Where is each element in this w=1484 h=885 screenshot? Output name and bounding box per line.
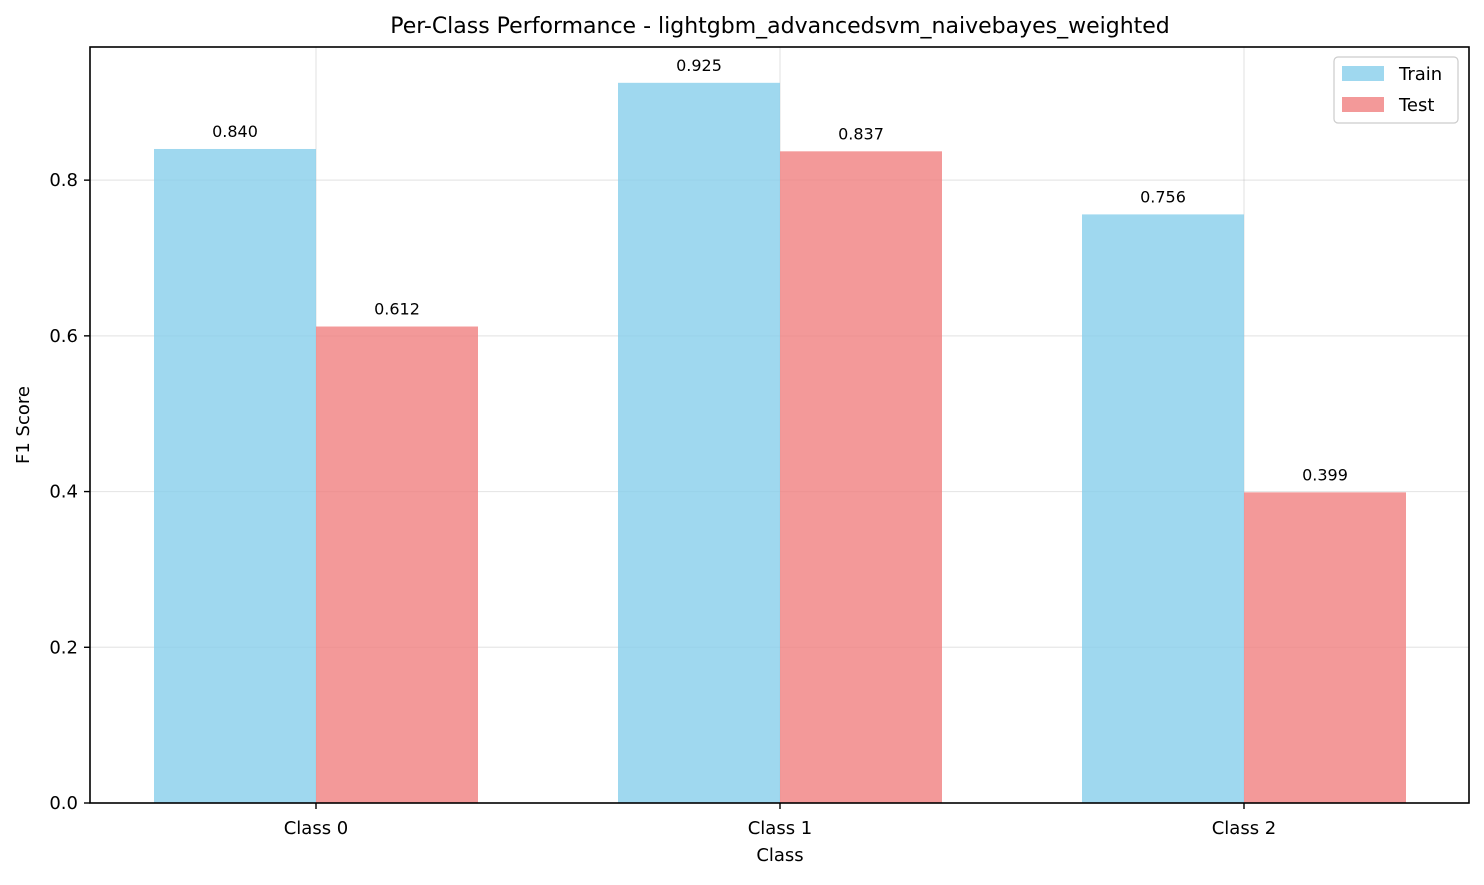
bar-test-1 bbox=[780, 151, 942, 803]
bar-train-2 bbox=[1082, 214, 1244, 804]
bar-train-0 bbox=[154, 148, 316, 803]
bar-train-1 bbox=[618, 82, 780, 803]
x-tick-label: Class 1 bbox=[748, 818, 813, 839]
y-axis-label: F1 Score bbox=[13, 386, 34, 464]
legend-label-train: Train bbox=[1398, 64, 1442, 85]
legend-swatch-train bbox=[1342, 66, 1384, 81]
data-labels: 0.840 0.925 0.756 0.612 0.837 0.399 bbox=[212, 56, 1348, 485]
legend-label-test: Test bbox=[1398, 95, 1434, 116]
data-label-train-2: 0.756 bbox=[1140, 187, 1186, 206]
bar-test-2 bbox=[1244, 492, 1406, 803]
y-axis-ticks: 0.0 0.2 0.4 0.6 0.8 bbox=[49, 170, 90, 814]
y-tick-label: 0.8 bbox=[49, 170, 78, 191]
y-tick-label: 0.4 bbox=[49, 482, 78, 503]
data-label-test-0: 0.612 bbox=[374, 300, 420, 319]
data-label-test-1: 0.837 bbox=[838, 124, 884, 143]
bars bbox=[154, 82, 1406, 804]
data-label-train-0: 0.840 bbox=[212, 122, 258, 141]
x-axis-ticks: Class 0 Class 1 Class 2 bbox=[284, 803, 1277, 839]
y-tick-label: 0.2 bbox=[49, 637, 78, 658]
x-axis-label: Class bbox=[756, 845, 803, 866]
y-tick-label: 0.0 bbox=[49, 793, 78, 814]
x-tick-label: Class 0 bbox=[284, 818, 349, 839]
legend: Train Test bbox=[1333, 56, 1459, 124]
data-label-train-1: 0.925 bbox=[676, 56, 722, 75]
legend-swatch-test bbox=[1342, 97, 1384, 112]
data-label-test-2: 0.399 bbox=[1302, 465, 1348, 484]
y-tick-label: 0.6 bbox=[49, 326, 78, 347]
x-tick-label: Class 2 bbox=[1212, 818, 1277, 839]
bar-test-0 bbox=[316, 326, 478, 803]
chart-title: Per-Class Performance - lightgbm_advance… bbox=[390, 14, 1170, 39]
